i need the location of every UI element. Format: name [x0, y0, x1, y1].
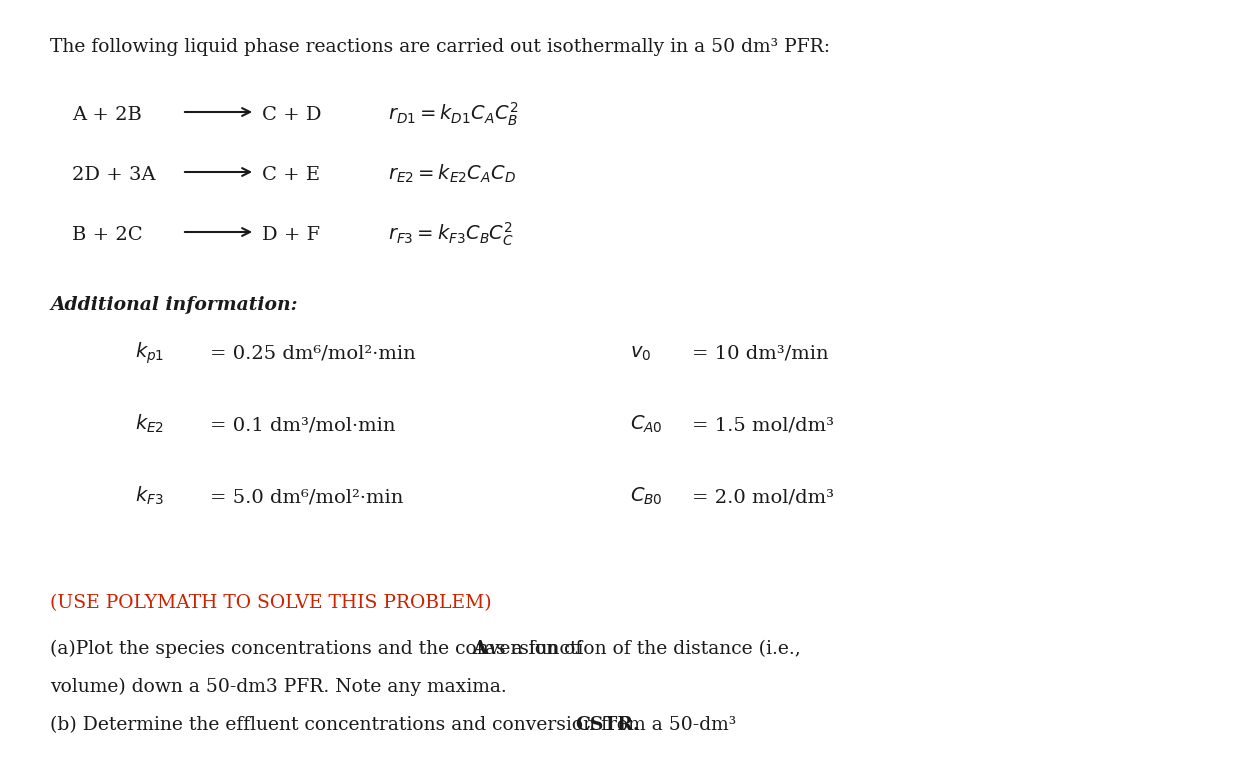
Text: $k_{F3}$: $k_{F3}$ — [135, 485, 164, 508]
Text: = 10 dm³/min: = 10 dm³/min — [692, 344, 828, 362]
Text: 2D + 3A: 2D + 3A — [72, 166, 155, 184]
Text: (a)Plot the species concentrations and the conversion of: (a)Plot the species concentrations and t… — [50, 640, 589, 658]
Text: = 0.1 dm³/mol·min: = 0.1 dm³/mol·min — [210, 416, 395, 434]
Text: $k_{E2}$: $k_{E2}$ — [135, 413, 164, 435]
Text: volume) down a 50-dm3 PFR. Note any maxima.: volume) down a 50-dm3 PFR. Note any maxi… — [50, 678, 507, 697]
Text: $r_{E2} = k_{E2}C_AC_D$: $r_{E2} = k_{E2}C_AC_D$ — [388, 163, 515, 185]
Text: $v_0$: $v_0$ — [630, 345, 651, 363]
Text: = 0.25 dm⁶/mol²·min: = 0.25 dm⁶/mol²·min — [210, 344, 416, 362]
Text: Additional information:: Additional information: — [50, 296, 298, 314]
Text: $k_{p1}$: $k_{p1}$ — [135, 341, 164, 366]
Text: CSTR.: CSTR. — [575, 716, 640, 734]
Text: C + D: C + D — [262, 106, 322, 124]
Text: (b) Determine the effluent concentrations and conversion from a 50-dm³: (b) Determine the effluent concentration… — [50, 716, 743, 734]
Text: B + 2C: B + 2C — [72, 226, 143, 244]
Text: The following liquid phase reactions are carried out isothermally in a 50 dm³ PF: The following liquid phase reactions are… — [50, 38, 830, 56]
Text: $C_{B0}$: $C_{B0}$ — [630, 486, 663, 508]
Text: D + F: D + F — [262, 226, 320, 244]
Text: = 5.0 dm⁶/mol²·min: = 5.0 dm⁶/mol²·min — [210, 488, 404, 506]
Text: = 1.5 mol/dm³: = 1.5 mol/dm³ — [692, 416, 833, 434]
Text: as a function of the distance (i.e.,: as a function of the distance (i.e., — [479, 640, 801, 658]
Text: $r_{F3} = k_{F3}C_BC_C^2$: $r_{F3} = k_{F3}C_BC_C^2$ — [388, 220, 514, 248]
Text: A + 2B: A + 2B — [72, 106, 142, 124]
Text: $C_{A0}$: $C_{A0}$ — [630, 414, 663, 435]
Text: = 2.0 mol/dm³: = 2.0 mol/dm³ — [692, 488, 833, 506]
Text: C + E: C + E — [262, 166, 320, 184]
Text: A: A — [472, 640, 487, 658]
Text: (USE POLYMATH TO SOLVE THIS PROBLEM): (USE POLYMATH TO SOLVE THIS PROBLEM) — [50, 594, 492, 612]
Text: $r_{D1} = k_{D1}C_AC_B^2$: $r_{D1} = k_{D1}C_AC_B^2$ — [388, 101, 518, 127]
